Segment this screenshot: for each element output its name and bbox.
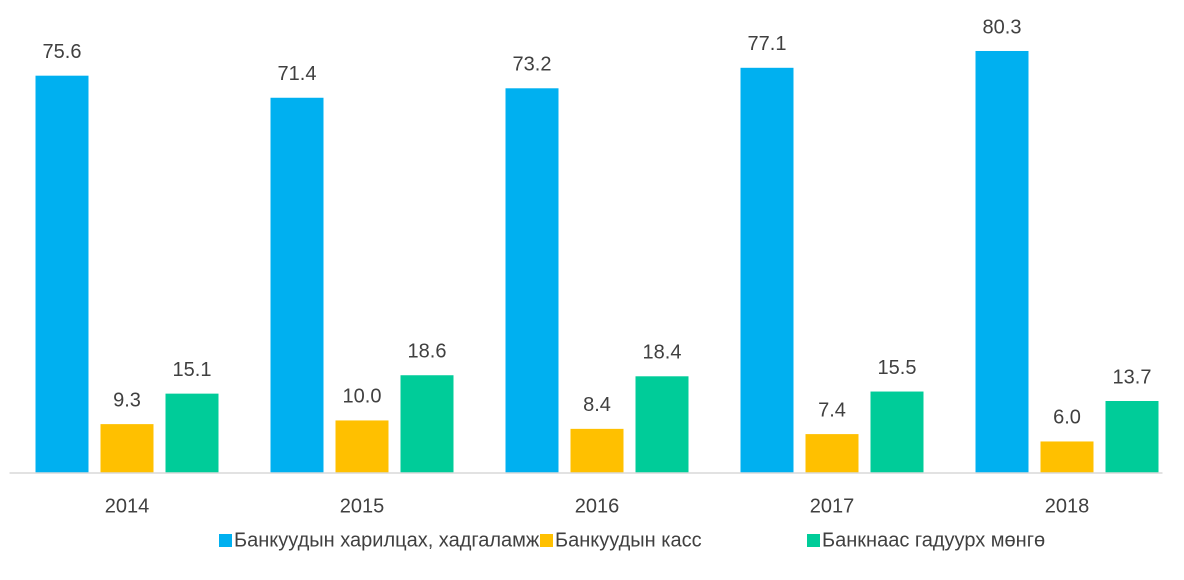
- x-tick-label: 2016: [575, 495, 620, 517]
- bar: [165, 393, 219, 473]
- data-label: 80.3: [983, 16, 1022, 38]
- x-tick-label: 2018: [1045, 495, 1090, 517]
- x-tick-label: 2017: [810, 495, 855, 517]
- data-label: 6.0: [1053, 407, 1081, 429]
- bar: [740, 67, 794, 474]
- data-label: 77.1: [748, 33, 787, 55]
- legend-label: Банкнаас гадуурх мөнгө: [822, 529, 1045, 551]
- data-label: 7.4: [818, 399, 846, 421]
- data-label: 13.7: [1113, 366, 1152, 388]
- legend-label: Банкуудын касс: [555, 529, 702, 551]
- data-label: 15.5: [878, 357, 917, 379]
- legend-label: Банкуудын харилцах, хадгаламж: [234, 529, 540, 551]
- bar: [100, 424, 154, 473]
- bar: [975, 50, 1029, 474]
- bar: [35, 75, 89, 474]
- legend-swatch: [807, 534, 820, 547]
- data-label: 18.6: [408, 341, 447, 363]
- bar: [335, 420, 389, 473]
- bar: [400, 375, 454, 473]
- legend-swatch: [219, 534, 232, 547]
- bar: [805, 434, 859, 473]
- data-label: 75.6: [43, 41, 82, 63]
- data-label: 18.4: [643, 342, 682, 364]
- bar: [1105, 400, 1159, 473]
- bar: [870, 391, 924, 473]
- legend-swatch: [540, 534, 553, 547]
- x-tick-label: 2015: [340, 495, 385, 517]
- data-label: 10.0: [343, 386, 382, 408]
- data-label: 15.1: [173, 359, 212, 381]
- data-label: 71.4: [278, 63, 317, 85]
- x-tick-label: 2014: [105, 495, 150, 517]
- data-label: 73.2: [513, 54, 552, 76]
- data-label: 9.3: [113, 389, 141, 411]
- bar: [635, 376, 689, 473]
- bar: [505, 88, 559, 473]
- data-label: 8.4: [583, 394, 611, 416]
- bar: [570, 428, 624, 473]
- bar: [1040, 441, 1094, 473]
- bar: [270, 97, 324, 474]
